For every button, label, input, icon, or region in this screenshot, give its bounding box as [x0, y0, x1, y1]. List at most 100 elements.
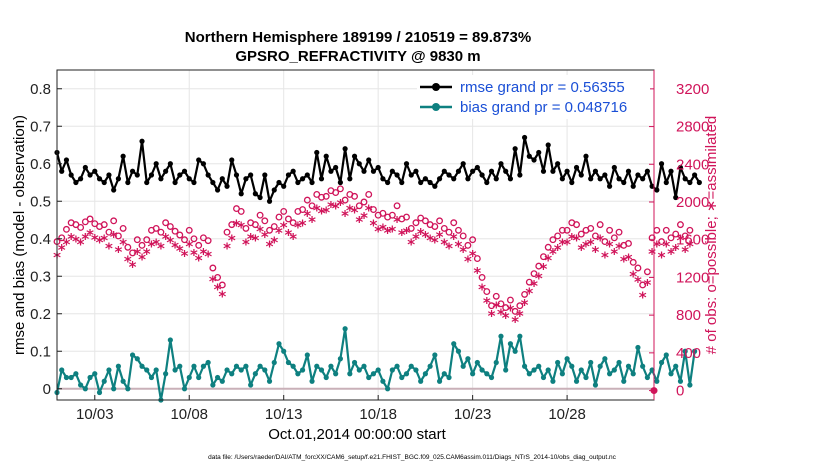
obs-possible-point: [625, 240, 632, 247]
rmse-point: [611, 164, 617, 171]
rmse-point: [262, 172, 268, 178]
bias-point: [418, 378, 424, 384]
rmse-point: [408, 172, 414, 178]
rmse-point: [597, 176, 603, 182]
obs-possible-point: [502, 304, 510, 312]
obs-possible-point: [530, 270, 538, 278]
bias-point: [295, 371, 301, 377]
bias-point: [196, 374, 202, 381]
obs-assimilated-point: *: [322, 203, 330, 221]
bias-point: [663, 352, 669, 358]
obs-possible-point: [318, 193, 325, 201]
obs-possible-point: [176, 231, 184, 239]
obs-assimilated-point: *: [506, 301, 514, 319]
bias-point: [521, 363, 528, 369]
obs-assimilated-point: *: [558, 235, 566, 253]
bias-point: [578, 367, 584, 373]
obs-assimilated-point: *: [275, 224, 283, 242]
obs-assimilated-point: *: [606, 237, 614, 255]
bias-point: [611, 367, 617, 373]
bias-point: [517, 333, 523, 339]
rmse-point: [375, 164, 381, 171]
y-tick-label-left: 0: [43, 381, 51, 398]
obs-assimilated-point: *: [450, 230, 458, 248]
bias-point: [460, 363, 466, 369]
bias-point: [356, 367, 362, 373]
bias-point: [550, 378, 556, 384]
obs-assimilated-point: *: [596, 232, 604, 250]
rmse-point: [682, 176, 688, 182]
obs-possible-point: [549, 236, 557, 244]
obs-assimilated-point: *: [658, 249, 666, 267]
bias-point: [559, 371, 565, 377]
obs-possible-point: [355, 202, 363, 210]
rmse-point: [257, 194, 263, 201]
rmse-point: [252, 191, 258, 197]
legend: rmse grand pr = 0.56355 bias grand pr = …: [417, 75, 650, 119]
bias-point: [479, 367, 485, 373]
rmse-point: [144, 179, 150, 186]
obs-assimilated-point: *: [91, 231, 99, 249]
obs-assimilated-point: *: [308, 213, 316, 231]
rmse-point: [545, 142, 551, 148]
obs-possible-point: [322, 192, 330, 200]
obs-possible-point: [544, 243, 552, 251]
rmse-point: [498, 161, 504, 167]
obs-assimilated-point: *: [100, 232, 108, 250]
obs-assimilated-point: *: [440, 235, 448, 253]
obs-assimilated-point: *: [483, 294, 491, 312]
obs-assimilated-point: *: [346, 202, 354, 220]
rmse-point: [129, 168, 136, 174]
obs-possible-point: [639, 281, 647, 289]
obs-possible-point: [587, 224, 595, 232]
obs-possible-point: [105, 228, 113, 236]
y-axis-label-left: rmse and bias (model - observation): [11, 115, 28, 355]
bias-point: [536, 363, 542, 369]
bias-point: [172, 367, 178, 373]
obs-possible-point: [681, 232, 689, 240]
obs-possible-point: [138, 241, 146, 249]
bias-point: [276, 341, 282, 347]
obs-possible-point: [672, 230, 680, 238]
bias-point: [474, 359, 480, 366]
rmse-point: [630, 183, 636, 189]
bias-point: [262, 367, 268, 373]
rmse-point: [214, 187, 221, 193]
obs-assimilated-point: *: [124, 252, 132, 270]
bias-point: [394, 363, 400, 369]
bias-point: [314, 363, 320, 369]
rmse-point: [526, 153, 532, 159]
obs-possible-point: [360, 198, 368, 206]
obs-assimilated-point: *: [403, 224, 411, 242]
rmse-point: [115, 176, 122, 182]
obs-assimilated-point: *: [96, 234, 104, 252]
obs-possible-point: [464, 241, 472, 249]
obs-assimilated-point: *: [497, 305, 505, 323]
obs-possible-point: [488, 302, 495, 310]
rmse-point: [106, 172, 112, 178]
rmse-point: [309, 179, 315, 186]
rmse-point: [394, 172, 400, 178]
bias-point: [73, 371, 79, 377]
obs-possible-point: [676, 221, 684, 229]
obs-assimilated-point: *: [620, 252, 628, 270]
obs-assimilated-point: *: [549, 245, 557, 263]
obs-assimilated-point: *: [318, 204, 326, 222]
obs-possible-point: [558, 226, 566, 234]
obs-assimilated-point: *: [341, 207, 349, 225]
obs-assimilated-point: *: [162, 230, 170, 248]
bias-point: [408, 363, 414, 369]
rmse-point: [413, 168, 419, 174]
bias-point: [432, 352, 438, 358]
obs-possible-point: [412, 219, 420, 227]
obs-possible-point: [407, 224, 415, 232]
rmse-point: [167, 161, 173, 167]
obs-possible-point: [473, 255, 481, 263]
bias-point: [328, 363, 334, 369]
obs-assimilated-point: *: [289, 230, 297, 248]
obs-assimilated-point: *: [365, 202, 373, 220]
obs-possible-point: [77, 224, 85, 231]
bias-point: [526, 371, 532, 377]
obs-possible-point: [62, 225, 70, 233]
obs-assimilated-point: *: [464, 252, 472, 270]
